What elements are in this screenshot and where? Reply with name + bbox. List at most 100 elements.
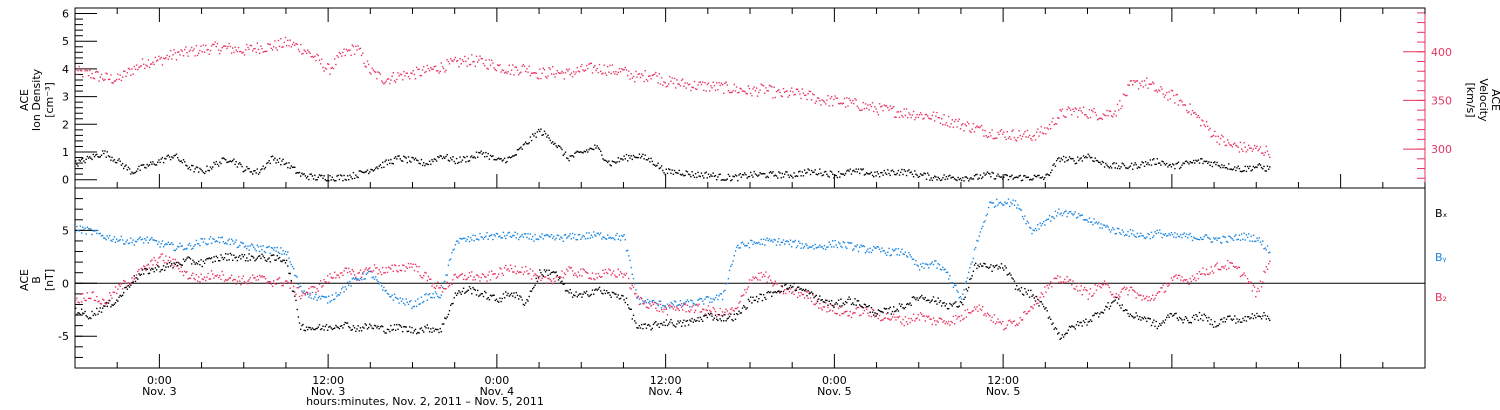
bx-point bbox=[730, 313, 732, 315]
by-point bbox=[1000, 202, 1003, 205]
density-point bbox=[782, 176, 785, 178]
by-point bbox=[97, 229, 99, 232]
bz-point bbox=[704, 313, 706, 315]
by-point bbox=[740, 242, 742, 244]
by-point bbox=[168, 243, 171, 246]
by-point bbox=[792, 241, 794, 243]
bz-point bbox=[468, 272, 471, 274]
bz-point bbox=[866, 308, 868, 310]
by-point bbox=[467, 236, 469, 238]
bx-point bbox=[377, 325, 379, 327]
bx-point bbox=[91, 310, 93, 313]
density-point bbox=[718, 173, 720, 176]
velocity-point bbox=[919, 112, 922, 114]
velocity-point bbox=[649, 75, 651, 77]
bx-point bbox=[574, 294, 576, 297]
velocity-point bbox=[507, 70, 509, 73]
by-point bbox=[87, 228, 90, 230]
by-point bbox=[473, 240, 475, 242]
bz-point bbox=[486, 280, 488, 282]
by-point bbox=[896, 254, 898, 256]
velocity-point bbox=[1110, 115, 1113, 117]
density-point bbox=[739, 173, 741, 175]
velocity-point bbox=[1195, 113, 1197, 115]
bz-point bbox=[1055, 277, 1058, 280]
bz-point bbox=[471, 271, 473, 273]
by-point bbox=[564, 234, 567, 236]
bx-point bbox=[891, 310, 894, 313]
by-point bbox=[344, 286, 346, 288]
bz-point bbox=[113, 291, 116, 294]
bx-point bbox=[850, 303, 853, 306]
bx-point bbox=[691, 317, 693, 320]
density-point bbox=[1019, 174, 1021, 177]
by-point bbox=[630, 266, 632, 269]
bz-point bbox=[810, 300, 813, 303]
density-point bbox=[1236, 167, 1238, 169]
density-point bbox=[922, 174, 924, 176]
density-point bbox=[755, 174, 758, 176]
bx-point bbox=[475, 294, 478, 296]
by-point bbox=[714, 296, 717, 299]
by-point bbox=[301, 290, 303, 292]
density-point bbox=[1106, 164, 1108, 166]
bz-point bbox=[1257, 287, 1259, 290]
velocity-point bbox=[1025, 136, 1027, 138]
velocity-point bbox=[916, 113, 918, 116]
density-point bbox=[765, 176, 767, 179]
density-point bbox=[703, 177, 705, 179]
velocity-point bbox=[1050, 128, 1052, 130]
density-point bbox=[234, 163, 236, 166]
by-point bbox=[1080, 214, 1082, 216]
velocity-point bbox=[630, 73, 632, 75]
by-point bbox=[93, 230, 96, 232]
density-point bbox=[833, 177, 835, 179]
velocity-point bbox=[233, 51, 235, 54]
by-point bbox=[983, 221, 985, 223]
bz-point bbox=[612, 270, 615, 272]
bz-point bbox=[875, 312, 877, 315]
by-point bbox=[154, 240, 157, 242]
bz-point bbox=[180, 266, 182, 268]
density-point bbox=[835, 174, 837, 177]
by-point bbox=[1028, 226, 1031, 229]
bz-point bbox=[260, 276, 262, 278]
density-point bbox=[828, 176, 830, 178]
by-point bbox=[1269, 251, 1271, 253]
velocity-point bbox=[271, 49, 274, 51]
bx-point bbox=[392, 328, 394, 331]
bx-point bbox=[862, 307, 864, 309]
density-point bbox=[569, 155, 571, 157]
velocity-point bbox=[427, 67, 430, 70]
by-point bbox=[249, 245, 251, 247]
density-point bbox=[542, 134, 544, 136]
velocity-point bbox=[1100, 117, 1102, 120]
bx-point bbox=[412, 332, 414, 334]
density-point bbox=[1181, 164, 1183, 166]
density-point bbox=[250, 171, 253, 173]
velocity-point bbox=[671, 77, 673, 79]
by-point bbox=[928, 267, 930, 269]
velocity-point bbox=[623, 68, 625, 71]
density-point bbox=[700, 172, 703, 174]
bz-point bbox=[290, 281, 292, 283]
density-point bbox=[580, 151, 582, 153]
velocity-point bbox=[484, 65, 486, 67]
bx-point bbox=[792, 285, 794, 288]
bx-point bbox=[444, 317, 446, 319]
bz-point bbox=[1016, 323, 1018, 325]
density-point bbox=[302, 173, 304, 176]
density-point bbox=[786, 171, 788, 173]
bx-point bbox=[894, 310, 896, 313]
bz-point bbox=[1228, 267, 1230, 269]
density-point bbox=[167, 154, 169, 156]
bx-point bbox=[844, 300, 847, 303]
bz-point bbox=[342, 274, 344, 277]
bz-point bbox=[723, 313, 725, 316]
by-point bbox=[1114, 233, 1116, 235]
bz-point bbox=[808, 291, 810, 293]
density-point bbox=[960, 179, 963, 182]
by-point bbox=[632, 277, 635, 280]
bz-point bbox=[591, 272, 594, 274]
bz-point bbox=[957, 316, 959, 318]
